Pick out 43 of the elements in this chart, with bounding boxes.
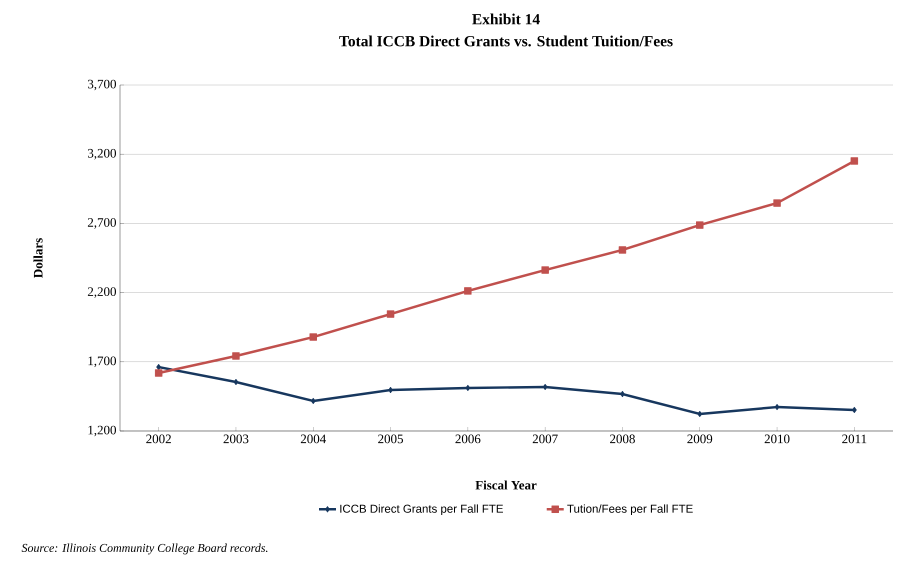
x-axis-title: Fiscal Year — [475, 480, 536, 490]
x-tick-label: 2004 — [300, 434, 326, 444]
legend-label: ICCB Direct Grants per Fall FTE — [340, 504, 503, 516]
point — [154, 369, 162, 377]
x-tick-label: 2010 — [764, 434, 790, 444]
x-tick-label: 2005 — [378, 434, 403, 444]
point — [464, 287, 472, 295]
y-tick-label: 3,200 — [88, 148, 116, 160]
point — [773, 199, 781, 207]
x-tick-label: 2008 — [610, 434, 635, 444]
chart-title: Exhibit 14 — [472, 14, 540, 24]
chart-subtitle: Total ICCB Direct Grants vs. Student Tuition/Fees — [339, 36, 673, 46]
point — [696, 221, 704, 229]
y-tick-label: 2,700 — [88, 218, 116, 229]
point — [156, 364, 162, 370]
point — [852, 406, 857, 414]
legend-label: Tution/Fees per Fall FTE — [567, 504, 693, 516]
x-tick-label: 2007 — [532, 434, 558, 444]
point — [310, 398, 316, 404]
y-tick-label: 3,700 — [88, 80, 116, 90]
y-tick-label: 2,200 — [88, 287, 116, 298]
point — [774, 404, 780, 410]
point — [541, 266, 549, 274]
y-axis-title: Dollars — [33, 238, 43, 278]
y-tick-label: 1,700 — [88, 356, 116, 368]
x-tick-label: 2003 — [224, 434, 248, 444]
point — [233, 378, 238, 386]
point — [618, 246, 626, 254]
point — [465, 384, 470, 392]
point — [620, 390, 625, 398]
x-tick-label: 2006 — [455, 434, 480, 444]
point — [310, 333, 317, 341]
y-tick-label: 1,200 — [88, 426, 116, 436]
point — [386, 310, 394, 318]
x-tick-label: 2009 — [687, 434, 712, 444]
x-tick-label: 2011 — [842, 434, 866, 444]
point — [697, 410, 702, 418]
point — [850, 157, 858, 165]
point — [388, 386, 394, 394]
point — [542, 384, 548, 390]
text: Source: Illinois Community College Board records. — [22, 544, 268, 554]
point — [232, 352, 240, 360]
x-tick-label: 2002 — [146, 434, 171, 444]
